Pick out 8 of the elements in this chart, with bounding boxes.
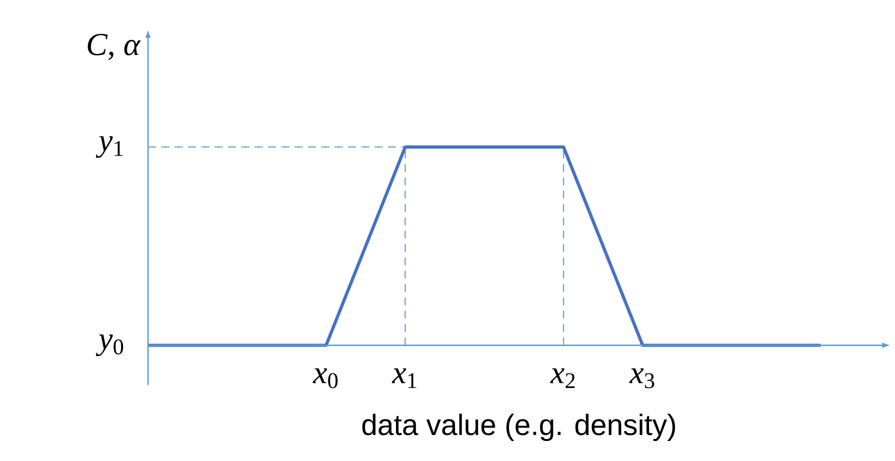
text: y$_{1}$ — [96, 136, 123, 158]
x-tick-label: x$_{0}$ — [312, 368, 338, 388]
text: y$_{0}$ — [96, 334, 124, 356]
x-tick-label: x$_{3}$ — [629, 368, 654, 388]
y-axis-title: C, α — [88, 34, 141, 60]
x-tick-label: x$_{1}$ — [392, 368, 416, 388]
x-tick-label: x$_{2}$ — [550, 368, 575, 388]
x-axis-title: data value (e.g. density) — [362, 414, 676, 442]
